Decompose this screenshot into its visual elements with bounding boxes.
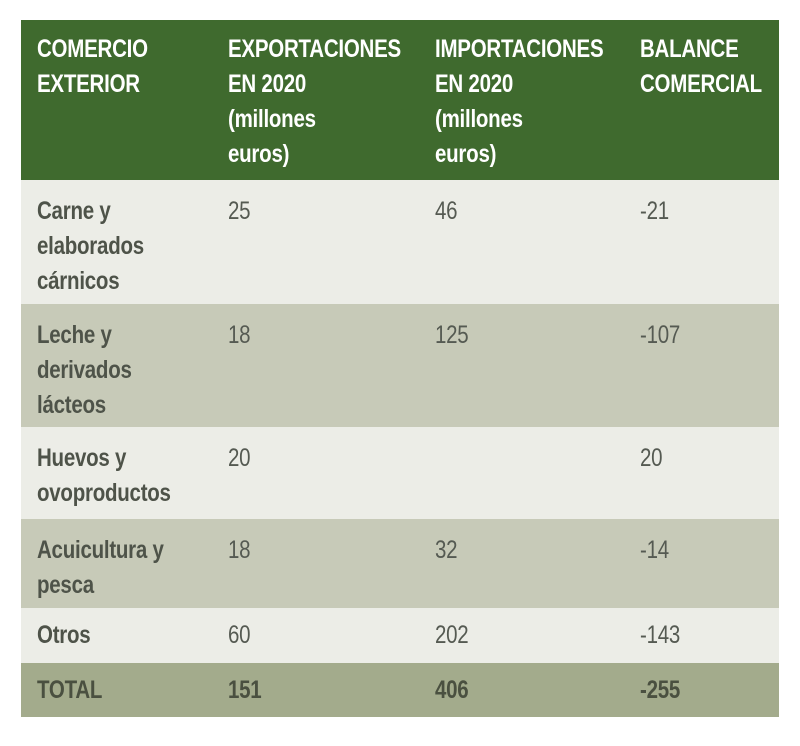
imports-value: 32	[435, 536, 458, 564]
row-label: Acuicultura y pesca	[37, 536, 164, 599]
table-total-row: TOTAL 151 406 -255	[21, 663, 779, 717]
table-header-row: COMERCIO EXTERIOR EXPORTACIONES EN 2020 …	[21, 20, 779, 180]
row-label: Huevos y ovoproductos	[37, 444, 171, 507]
exports-value: 18	[228, 536, 251, 564]
foreign-trade-table: COMERCIO EXTERIOR EXPORTACIONES EN 2020 …	[21, 20, 779, 717]
balance-value: 20	[640, 444, 663, 472]
header-cell-exportaciones: EXPORTACIONES EN 2020 (millones euros)	[228, 35, 401, 168]
balance-value: -21	[640, 197, 669, 225]
table-row: Acuicultura y pesca 18 32 -14	[21, 519, 779, 608]
exports-value: 60	[228, 621, 251, 649]
total-balance-value: -255	[640, 676, 681, 704]
table-row: Leche y derivados lácteos 18 125 -107	[21, 304, 779, 427]
exports-value: 25	[228, 197, 251, 225]
table-row: Huevos y ovoproductos 20 20	[21, 427, 779, 519]
total-exports-value: 151	[228, 676, 262, 704]
imports-value: 125	[435, 321, 469, 349]
imports-value: 202	[435, 621, 469, 649]
header-cell-comercio-exterior: COMERCIO EXTERIOR	[37, 35, 148, 98]
table-row: Otros 60 202 -143	[21, 608, 779, 663]
balance-value: -107	[640, 321, 681, 349]
imports-value: 46	[435, 197, 458, 225]
total-imports-value: 406	[435, 676, 469, 704]
balance-value: -14	[640, 536, 669, 564]
table-row: Carne y elaborados cárnicos 25 46 -21	[21, 180, 779, 304]
header-cell-importaciones: IMPORTACIONES EN 2020 (millones euros)	[435, 35, 604, 168]
row-label: Otros	[37, 621, 91, 649]
exports-value: 20	[228, 444, 251, 472]
exports-value: 18	[228, 321, 251, 349]
imports-value	[419, 441, 625, 519]
total-label: TOTAL	[37, 676, 103, 704]
row-label: Leche y derivados lácteos	[37, 321, 132, 419]
balance-value: -143	[640, 621, 681, 649]
header-cell-balance-comercial: BALANCE COMERCIAL	[640, 35, 762, 98]
row-label: Carne y elaborados cárnicos	[37, 197, 144, 295]
